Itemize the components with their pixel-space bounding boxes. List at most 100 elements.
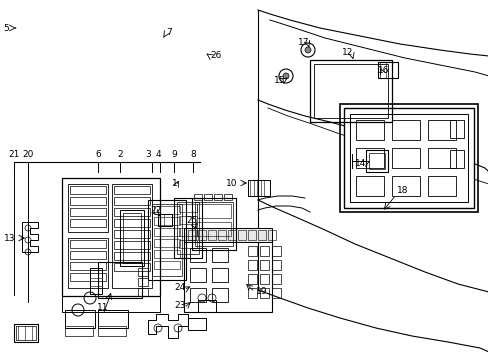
Bar xyxy=(192,198,236,250)
Circle shape xyxy=(305,47,310,53)
Bar xyxy=(114,186,150,194)
Bar xyxy=(212,288,227,302)
Bar xyxy=(112,184,152,288)
Bar xyxy=(123,213,141,263)
Bar xyxy=(190,288,205,302)
Bar xyxy=(194,194,202,200)
Text: 13: 13 xyxy=(4,234,16,243)
Text: 18: 18 xyxy=(396,185,408,194)
Bar xyxy=(339,104,477,212)
Bar xyxy=(271,274,281,284)
Bar xyxy=(183,228,271,242)
Bar xyxy=(247,230,256,240)
Bar xyxy=(120,210,143,266)
Bar xyxy=(214,194,222,200)
Bar xyxy=(197,204,230,218)
Bar xyxy=(183,240,271,312)
Bar xyxy=(114,219,150,227)
Text: 4: 4 xyxy=(155,149,161,158)
Bar xyxy=(70,273,106,281)
Bar xyxy=(391,148,419,168)
Bar xyxy=(427,120,455,140)
Bar xyxy=(179,240,197,248)
Bar xyxy=(70,197,106,205)
Bar xyxy=(212,268,227,282)
Bar xyxy=(271,246,281,256)
Text: 20: 20 xyxy=(22,149,34,158)
Bar xyxy=(154,261,180,269)
Text: 14: 14 xyxy=(355,158,366,167)
Bar xyxy=(203,194,212,200)
Bar xyxy=(365,150,387,172)
Text: 21: 21 xyxy=(8,149,20,158)
Bar xyxy=(260,288,268,298)
Bar xyxy=(65,326,93,336)
Text: 2: 2 xyxy=(117,149,122,158)
Bar xyxy=(355,148,383,168)
Bar xyxy=(449,150,463,168)
Bar xyxy=(449,120,463,138)
Bar xyxy=(190,248,205,262)
Text: 19: 19 xyxy=(256,288,267,297)
Bar xyxy=(391,176,419,196)
Bar xyxy=(154,239,180,247)
Bar xyxy=(224,194,231,200)
Bar xyxy=(68,238,108,288)
Bar xyxy=(313,64,387,118)
Bar xyxy=(179,216,197,224)
Text: 12: 12 xyxy=(342,48,353,57)
Bar xyxy=(258,230,265,240)
Bar xyxy=(427,148,455,168)
Bar xyxy=(154,228,180,236)
Bar xyxy=(114,241,150,249)
Bar xyxy=(138,288,148,296)
Bar xyxy=(70,208,106,216)
Bar xyxy=(198,300,216,312)
Bar xyxy=(177,202,199,254)
Bar xyxy=(14,324,38,342)
Bar xyxy=(377,62,397,78)
Bar xyxy=(154,250,180,258)
Bar xyxy=(343,108,473,208)
Bar xyxy=(247,246,257,256)
Bar xyxy=(114,197,150,205)
Bar xyxy=(271,260,281,270)
Bar xyxy=(98,326,126,336)
Bar xyxy=(70,240,106,248)
Text: 22: 22 xyxy=(150,206,162,215)
Bar xyxy=(138,278,148,286)
Bar xyxy=(114,230,150,238)
Text: 6: 6 xyxy=(95,149,101,158)
Bar xyxy=(148,200,185,280)
Bar xyxy=(187,318,205,330)
Text: 17: 17 xyxy=(298,37,309,46)
Bar xyxy=(247,274,257,284)
Text: 3: 3 xyxy=(145,149,151,158)
Bar xyxy=(349,114,467,202)
Text: 23: 23 xyxy=(174,301,185,310)
Bar xyxy=(62,296,160,312)
Bar xyxy=(271,288,281,298)
Bar xyxy=(154,217,180,225)
Bar xyxy=(391,120,419,140)
Bar xyxy=(260,246,268,256)
Bar xyxy=(154,206,180,214)
Bar xyxy=(309,60,391,122)
Text: 16: 16 xyxy=(378,66,389,75)
Bar xyxy=(227,230,236,240)
Text: 7: 7 xyxy=(166,27,171,36)
Bar xyxy=(179,228,197,236)
Bar xyxy=(174,198,202,258)
Bar xyxy=(212,248,227,262)
Bar xyxy=(62,178,160,296)
Bar xyxy=(198,230,205,240)
Bar xyxy=(260,274,268,284)
Text: 15: 15 xyxy=(274,76,285,85)
Bar xyxy=(98,310,128,328)
Bar xyxy=(355,176,383,196)
Text: 11: 11 xyxy=(97,303,108,312)
Bar xyxy=(187,230,196,240)
Bar xyxy=(70,251,106,259)
Text: 8: 8 xyxy=(190,149,196,158)
Text: 25: 25 xyxy=(186,216,197,225)
